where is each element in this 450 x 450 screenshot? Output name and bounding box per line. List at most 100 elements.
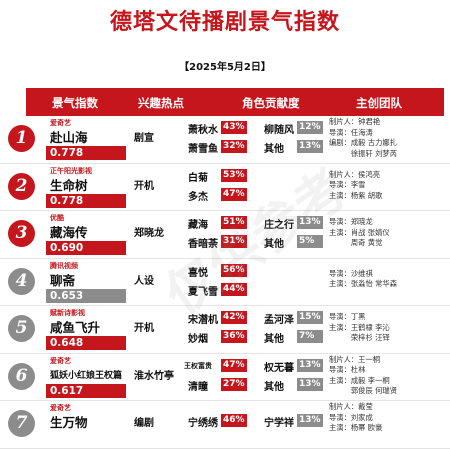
team-line: 导演：杜林	[329, 365, 366, 374]
team-line: 荣梓杉 汪铎	[329, 333, 390, 342]
role-pct: 27%	[221, 377, 247, 391]
hotspot: 郑晓龙	[134, 228, 164, 239]
role-pct: 15%	[297, 311, 323, 324]
header-hotspot: 兴趣热点	[138, 96, 184, 110]
team-line: 制片人：王一桐	[329, 354, 381, 364]
team-line: 制片人：戴莹	[329, 402, 373, 411]
team-line: 主演：王鹤棣 李沁	[329, 322, 390, 332]
header-roles: 角色贡献度	[242, 96, 300, 110]
table-row[interactable]: 7 爱奇艺 生万物 编剧 宁绣绣 46% 宁学祥 13% 制片人：戴莹 导演：刘…	[0, 401, 450, 449]
rank-badge: 2	[8, 172, 35, 200]
role-pct: 32%	[221, 140, 247, 153]
role-name: 妙烟	[188, 334, 208, 345]
creative-team: 制片人：王一桐 导演：杜林 主演：成毅 李一桐 郭俊辰 何瑞贤	[329, 355, 397, 397]
team-line: 导演：沙维祺	[329, 268, 373, 278]
date-label: 【2025年5月2日】	[179, 62, 271, 73]
platform-label: 赋新诗影视	[50, 308, 85, 317]
team-line: 主演：张淼怡 常华森	[329, 279, 397, 288]
role-pct: 13%	[297, 358, 323, 372]
hotspot: 人设	[134, 275, 154, 287]
team-line: 导演：郑晓龙	[329, 217, 373, 226]
role-name: 其他	[264, 381, 284, 393]
team-line: 编剧：成毅 古力娜扎	[329, 138, 397, 147]
show-title: 咸鱼飞升	[50, 320, 101, 335]
role-name: 白菊	[188, 172, 208, 184]
show-title: 藏海传	[50, 225, 88, 240]
role-name: 孟河泽	[264, 315, 294, 326]
show-title: 生万物	[50, 415, 88, 430]
role-pct: 31%	[221, 235, 247, 248]
role-pct: 36%	[221, 330, 247, 343]
index-value: 0.617	[46, 383, 126, 398]
table-row[interactable]: 1 爱奇艺 赴山海 0.778 剧宣 萧秋水 43% 柳随风 12% 萧雪鱼 3…	[0, 116, 450, 164]
role-pct: 7%	[297, 330, 323, 343]
table-header: 景气指数 兴趣热点 角色贡献度 主创团队	[26, 88, 444, 116]
platform-label: 爱奇艺	[50, 118, 71, 127]
platform-label: 正午阳光影视	[50, 165, 92, 175]
header-team: 主创团队	[356, 96, 402, 110]
rank-badge: 3	[8, 220, 35, 247]
team-line: 主演：杨紫 胡歌	[329, 190, 383, 200]
rank-badge: 5	[8, 315, 35, 342]
rank-badge: 4	[8, 267, 35, 295]
role-name: 王权富贵	[184, 361, 212, 370]
team-line: 郭俊辰 何瑞贤	[329, 386, 397, 395]
role-name: 喜悦	[188, 267, 208, 279]
rank-badge: 1	[8, 125, 35, 152]
header-index: 景气指数	[52, 96, 98, 110]
show-title: 赴山海	[50, 130, 88, 145]
hotspot: 开机	[134, 323, 154, 334]
team-line: 周奇 黄觉	[329, 238, 383, 247]
table-row[interactable]: 3 优酷 藏海传 0.690 郑晓龙 藏海 51% 庄之行 13% 香暗荼 31…	[0, 211, 450, 259]
role-name: 萧秋水	[188, 125, 218, 136]
table-row[interactable]: 2 正午阳光影视 生命树 0.778 开机 白菊 53% 多杰 47% 制片人：…	[0, 164, 450, 211]
platform-label: 爱奇艺	[50, 355, 71, 365]
team-line: 导演：任海涛	[329, 127, 373, 137]
team-line: 导演：李雪	[329, 180, 366, 189]
team-line: 主演：杨幂 欧豪	[329, 423, 383, 432]
creative-team: 导演：沙维祺 主演：张淼怡 常华森	[329, 269, 397, 290]
role-pct: 13%	[297, 377, 323, 391]
role-name: 宁学祥	[264, 418, 294, 429]
hotspot: 开机	[134, 180, 154, 192]
creative-team: 导演：郑晓龙 主演：肖战 张婧仪 周奇 黄觉	[329, 217, 390, 249]
table-row[interactable]: 4 腾讯视频 聊斋 0.653 人设 喜悦 56% 夏飞雪 44% 导演：沙维祺…	[0, 259, 450, 306]
role-name: 其他	[264, 144, 284, 155]
role-pct: 13%	[297, 414, 323, 427]
role-name: 宋潜机	[188, 315, 218, 326]
index-value: 0.778	[46, 193, 126, 208]
role-name: 清瞳	[188, 381, 208, 393]
role-pct: 42%	[221, 311, 247, 324]
index-value: 0.690	[46, 241, 126, 255]
hotspot: 剧宣	[134, 133, 154, 144]
team-line: 主演：肖战 张婧仪	[329, 227, 390, 237]
team-line: 导演：丁黑	[329, 312, 366, 321]
rank-badge: 6	[8, 362, 35, 390]
platform-label: 爱奇艺	[50, 403, 71, 412]
show-title: 聊斋	[50, 272, 76, 288]
role-name: 夏飞雪	[188, 286, 218, 298]
role-name: 萧雪鱼	[188, 144, 218, 155]
team-line: 导演：刘家成	[329, 412, 373, 422]
role-pct: 44%	[221, 282, 247, 296]
role-name: 宁绣绣	[188, 418, 218, 429]
creative-team: 制片人：戴莹 导演：刘家成 主演：杨幂 欧豪	[329, 402, 382, 434]
table-row[interactable]: 6 爱奇艺 狐妖小红娘王权篇 0.617 淮水竹亭 王权富贵 47% 权无暮 1…	[0, 354, 450, 401]
role-pct: 43%	[221, 121, 247, 134]
index-value: 0.653	[46, 288, 126, 303]
table-row[interactable]: 5 赋新诗影视 咸鱼飞升 0.648 开机 宋潜机 42% 孟河泽 15% 妙烟…	[0, 306, 450, 354]
ranking-list: 1 爱奇艺 赴山海 0.778 剧宣 萧秋水 43% 柳随风 12% 萧雪鱼 3…	[0, 116, 450, 449]
role-pct: 47%	[221, 358, 247, 372]
role-name: 多杰	[188, 191, 208, 203]
role-name: 权无暮	[264, 362, 294, 374]
show-title: 生命树	[50, 177, 88, 193]
role-pct: 53%	[221, 168, 247, 182]
hotspot: 编剧	[134, 418, 154, 429]
index-value: 0.778	[46, 146, 126, 160]
role-name: 藏海	[188, 220, 208, 231]
role-pct: 5%	[297, 235, 323, 248]
role-pct: 12%	[297, 121, 323, 134]
role-pct: 46%	[221, 414, 247, 427]
platform-label: 腾讯视频	[50, 260, 78, 270]
role-pct: 13%	[297, 216, 323, 229]
